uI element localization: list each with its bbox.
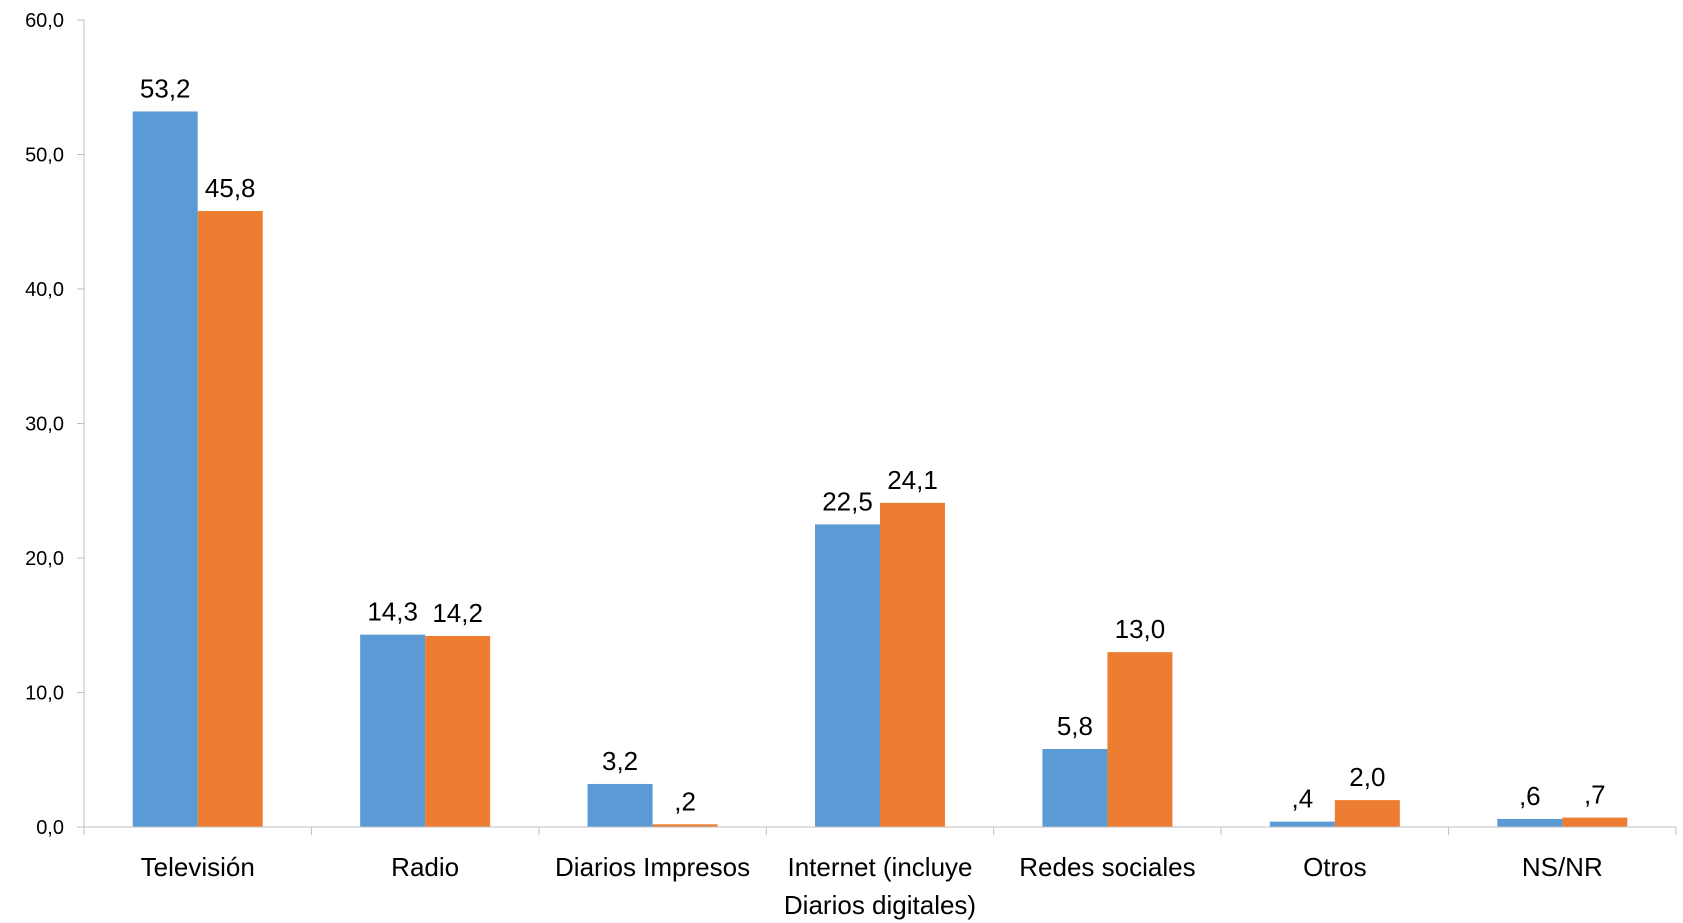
data-label-series2-4: 13,0 [1115,614,1166,644]
category-label-4: Redes sociales [1019,852,1195,882]
y-tick-label-0: 0,0 [36,817,64,839]
category-label-6: NS/NR [1522,852,1603,882]
data-label-series1-0: 53,2 [140,73,191,103]
category-label-5: Otros [1303,852,1367,882]
data-label-series1-1: 14,3 [367,597,418,627]
y-tick-label-4: 40,0 [25,279,64,301]
bar-series2-5 [1334,800,1400,827]
data-label-series2-6: ,7 [1584,780,1606,810]
bar-series2-3 [880,502,945,827]
y-tick-label-5: 50,0 [25,145,64,167]
bar-series1-0 [132,111,198,827]
data-label-series1-4: 5,8 [1057,711,1093,741]
data-label-series2-0: 45,8 [205,173,256,203]
category-label-3-line1: Diarios digitales) [784,890,976,920]
y-tick-label-2: 20,0 [25,548,64,570]
category-label-1: Radio [391,852,459,882]
y-tick-label-3: 30,0 [25,414,64,436]
bar-series2-2 [652,824,718,827]
data-label-series1-6: ,6 [1519,781,1541,811]
data-label-series2-2: ,2 [674,786,696,816]
data-label-series2-5: 2,0 [1349,762,1385,792]
bar-series2-0 [197,210,263,828]
bar-series1-1 [360,634,426,827]
bar-series1-5 [1269,821,1335,827]
category-label-3-line0: Internet (incluye [788,852,973,882]
data-label-series1-3: 22,5 [822,486,873,516]
bar-series2-6 [1562,817,1628,827]
data-label-series1-5: ,4 [1292,784,1314,814]
category-label-2: Diarios Impresos [555,852,750,882]
bar-series1-4 [1042,748,1108,827]
category-label-0: Televisión [141,852,255,882]
bar-series2-1 [425,636,491,827]
data-label-series2-1: 14,2 [432,598,483,628]
data-label-series2-3: 24,1 [887,465,938,495]
bar-series2-4 [1107,652,1173,827]
y-tick-label-6: 60,0 [25,10,64,32]
bar-series1-6 [1497,818,1563,827]
data-label-series1-2: 3,2 [602,746,638,776]
bar-series1-2 [587,783,653,827]
y-tick-label-1: 10,0 [25,683,64,705]
bar-series1-3 [815,524,880,827]
